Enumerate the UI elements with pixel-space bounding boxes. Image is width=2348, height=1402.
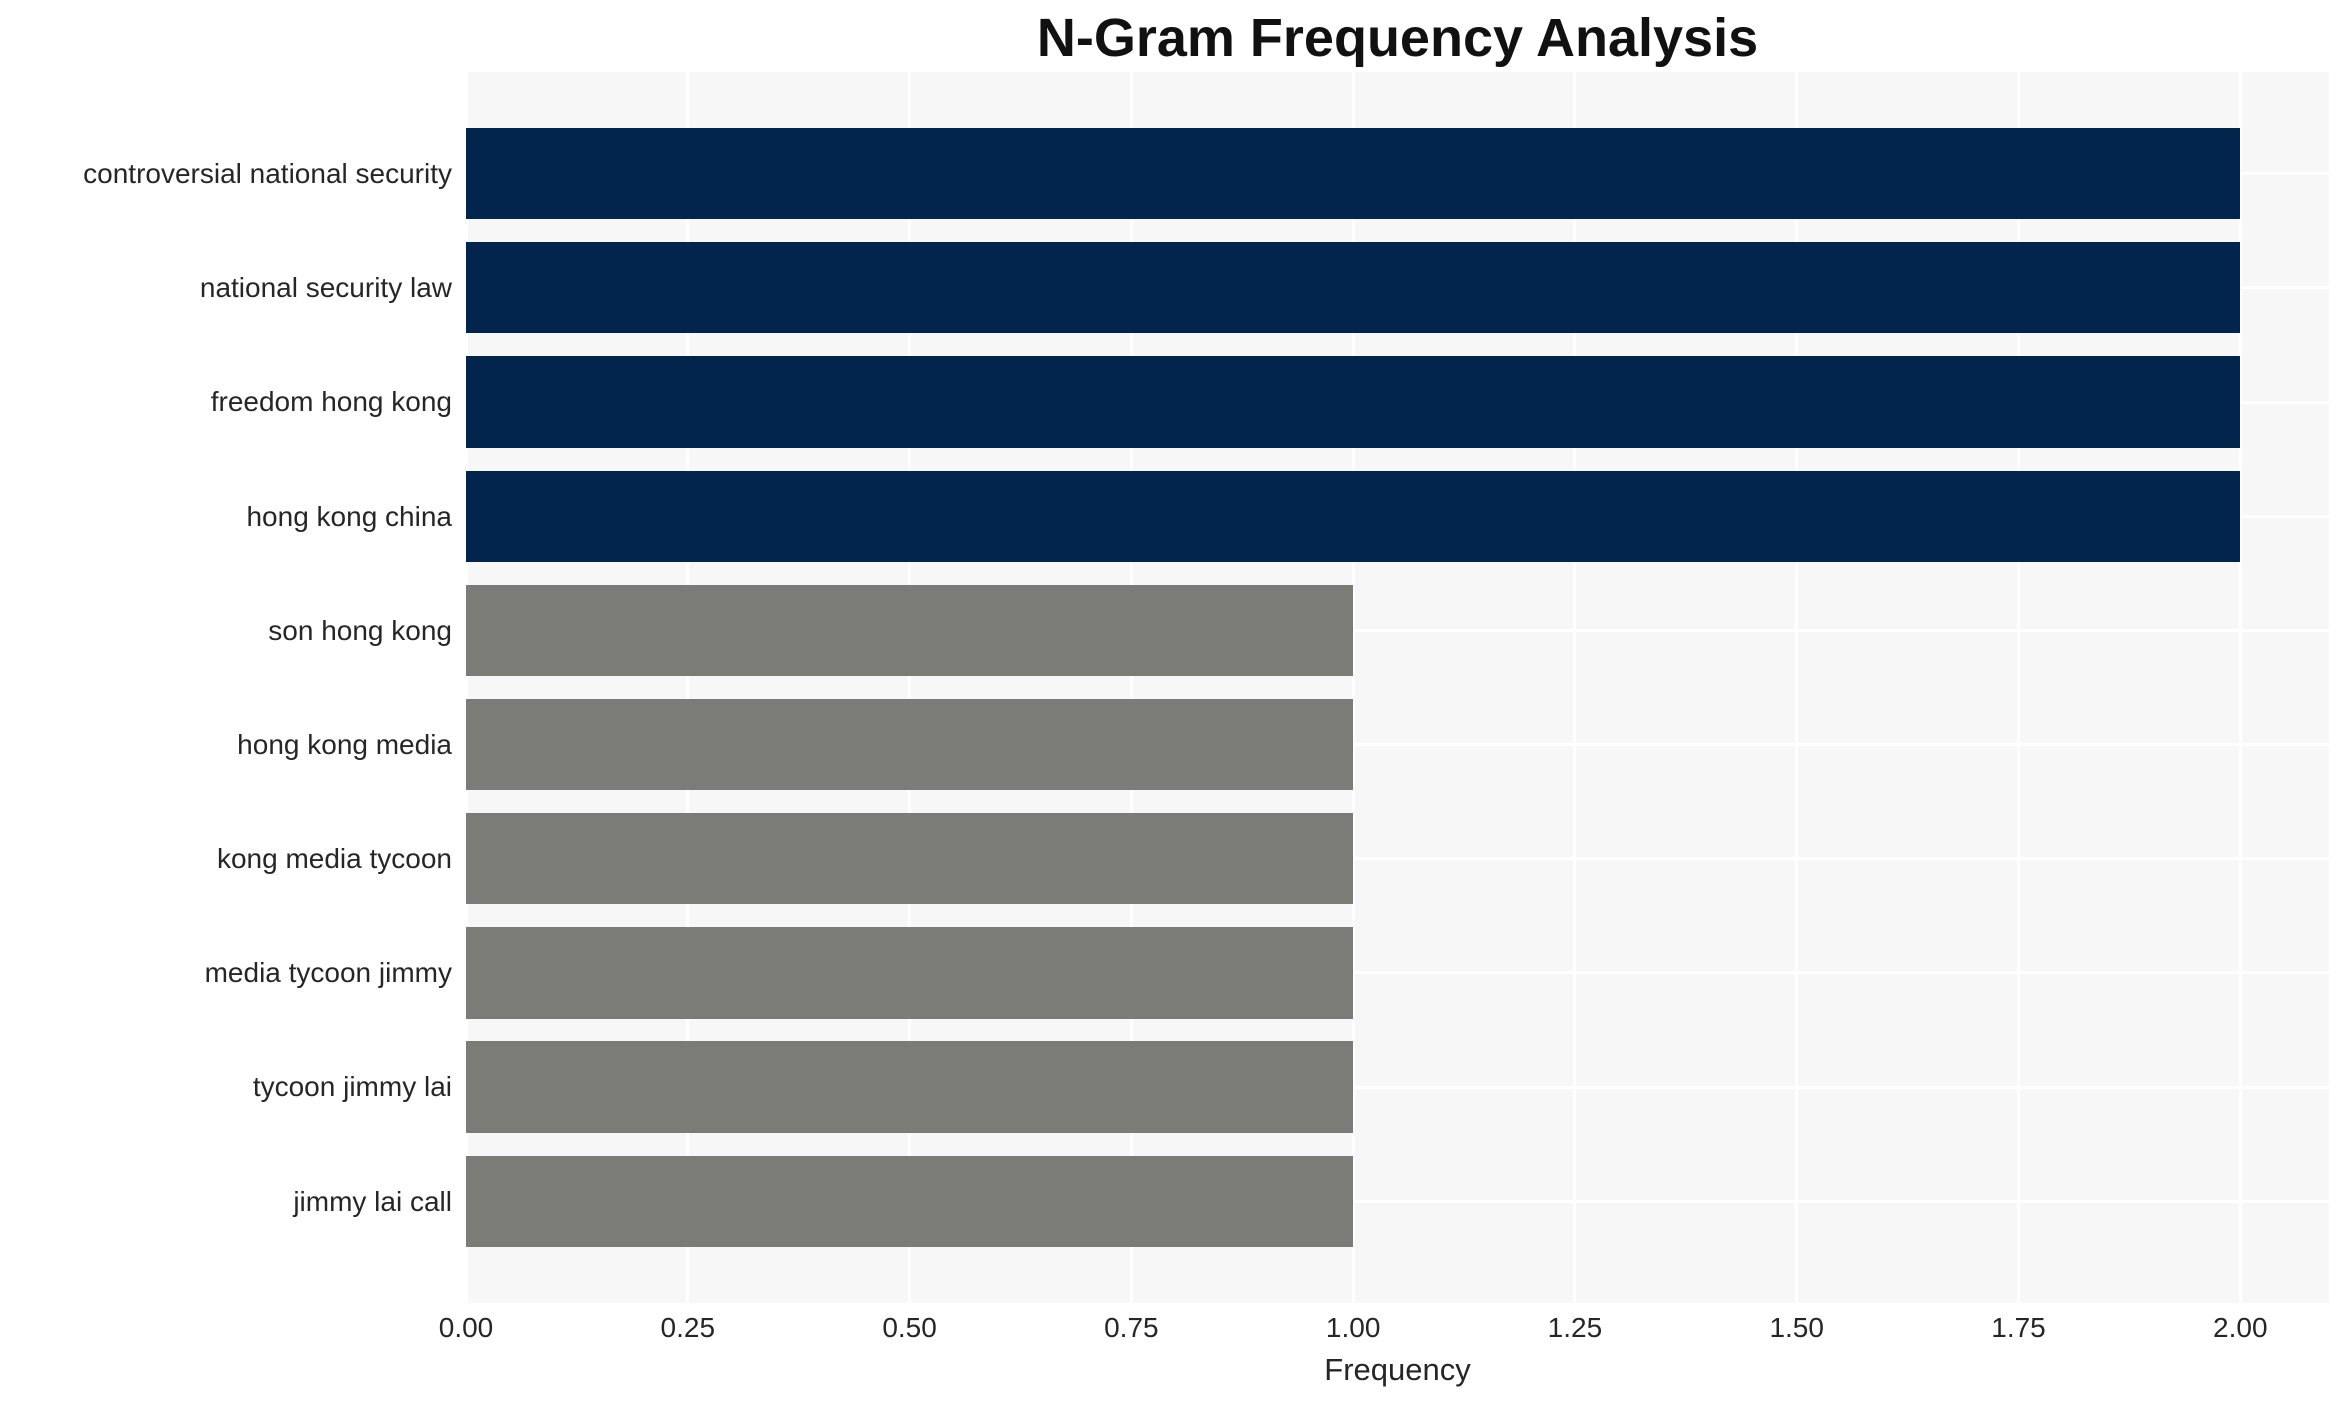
x-axis-tick-label: 0.75 xyxy=(1104,1312,1159,1343)
y-axis-label: jimmy lai call xyxy=(293,1185,452,1217)
gridline-horizontal xyxy=(466,857,2329,861)
chart-title: N-Gram Frequency Analysis xyxy=(1036,8,1759,68)
bar-son-hong-kong xyxy=(466,584,1354,677)
y-axis-label: freedom hong kong xyxy=(210,386,452,418)
gridline-horizontal xyxy=(466,743,2329,747)
x-axis-tick-label: 1.00 xyxy=(1325,1312,1381,1343)
plot-area xyxy=(464,72,2329,1303)
gridline-vertical-0.00 xyxy=(464,72,468,1303)
gridline-horizontal xyxy=(466,1085,2329,1089)
x-axis-title: Frequency xyxy=(1324,1352,1471,1387)
gridline-vertical-0.25 xyxy=(686,72,690,1303)
gridline-horizontal xyxy=(466,971,2329,975)
x-axis-tick-label: 0.25 xyxy=(660,1312,716,1343)
y-axis-label: hong kong china xyxy=(246,500,452,532)
gridline-vertical-1.25 xyxy=(1573,72,1577,1303)
bar-national-security-law xyxy=(466,242,2241,334)
y-axis-label: controversial national security xyxy=(83,157,452,189)
gridline-vertical-1.50 xyxy=(1795,72,1799,1303)
y-axis-label: son hong kong xyxy=(268,614,452,646)
bar-kong-media-tycoon xyxy=(466,813,1354,905)
x-axis-tick-label: 1.75 xyxy=(1991,1312,2046,1343)
y-axis-label: national security law xyxy=(199,272,452,304)
bar-tycoon-jimmy-lai xyxy=(466,1041,1354,1133)
gridline-horizontal xyxy=(466,628,2329,632)
y-axis-label: tycoon jimmy lai xyxy=(252,1071,452,1103)
x-axis-tick-label: 0.00 xyxy=(438,1312,494,1343)
x-axis-tick-label: 2.00 xyxy=(2213,1312,2268,1343)
bar-media-tycoon-jimmy xyxy=(466,927,1354,1019)
bar-jimmy-lai-call xyxy=(466,1155,1354,1248)
y-axis-label: kong media tycoon xyxy=(216,843,452,875)
bar-freedom-hong-kong xyxy=(466,356,2241,448)
gridline-vertical-0.75 xyxy=(1129,72,1133,1303)
y-axis-label: hong kong media xyxy=(237,728,452,760)
bar-controversial-national-security xyxy=(466,127,2241,220)
gridline-horizontal xyxy=(466,1199,2329,1203)
x-axis-tick-label: 1.25 xyxy=(1547,1312,1603,1343)
gridline-vertical-1.00 xyxy=(1351,72,1355,1303)
gridline-vertical-2.00 xyxy=(2238,72,2242,1303)
y-axis-label: media tycoon jimmy xyxy=(204,957,452,989)
gridline-vertical-1.75 xyxy=(2017,72,2020,1303)
x-axis-tick-label: 0.50 xyxy=(882,1312,937,1343)
bar-hong-kong-china xyxy=(466,470,2241,562)
bar-hong-kong-media xyxy=(466,698,1354,791)
gridline-vertical-0.50 xyxy=(908,72,912,1303)
x-axis-tick-label: 1.50 xyxy=(1769,1312,1824,1343)
